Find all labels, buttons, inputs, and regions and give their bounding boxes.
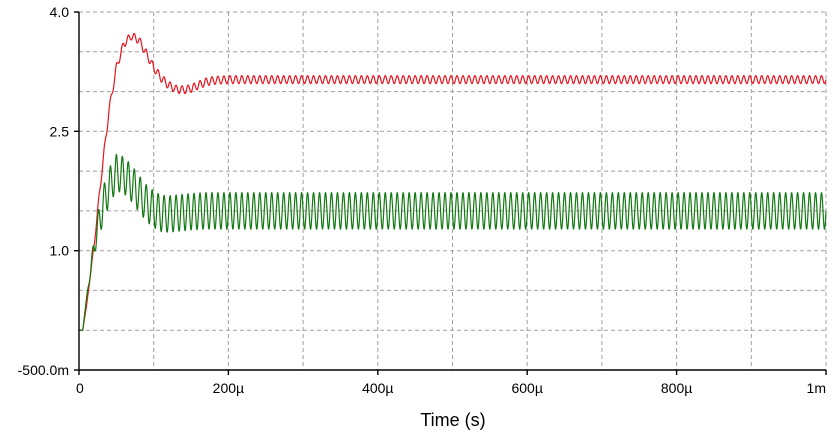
x-tick-label: 1m	[807, 380, 826, 396]
x-tick-label: 800µ	[661, 380, 692, 396]
grid-lines	[79, 11, 827, 370]
y-tick-label: 2.5	[50, 123, 70, 139]
x-tick-label: 0	[76, 380, 84, 396]
x-tick-label: 400µ	[362, 380, 393, 396]
y-tick-label: -500.0m	[18, 362, 69, 378]
x-tick-label: 600µ	[511, 380, 542, 396]
x-axis-title: Time (s)	[420, 410, 485, 430]
series-line-green	[78, 153, 827, 331]
tick-labels: 0 200µ 400µ 600µ 800µ 1m -500.0m 1.0 2.5 4.0	[18, 4, 826, 396]
axes	[74, 11, 827, 375]
series-line-red	[78, 32, 827, 331]
series-layer	[78, 32, 827, 331]
x-tick-label: 200µ	[213, 380, 244, 396]
y-tick-label: 1.0	[50, 243, 70, 259]
y-tick-label: 4.0	[50, 4, 70, 20]
